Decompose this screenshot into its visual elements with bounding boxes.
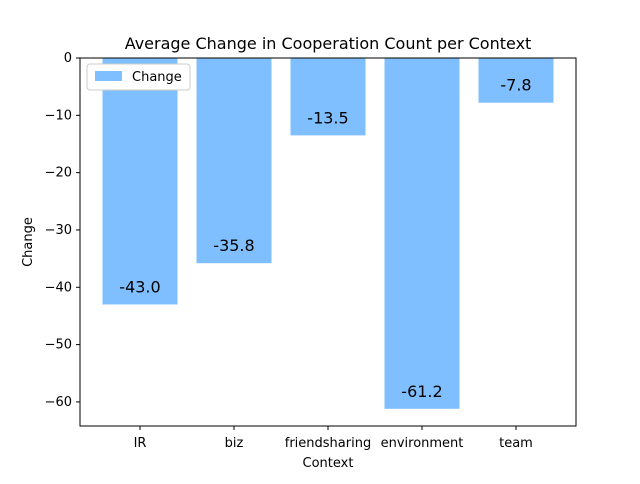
legend-label: Change xyxy=(132,70,182,85)
x-tick-label: environment xyxy=(381,436,464,451)
y-tick-label: −60 xyxy=(45,395,72,410)
bar xyxy=(196,58,272,264)
x-tick-label: team xyxy=(499,436,533,451)
y-axis-label: Change xyxy=(21,217,36,267)
bar xyxy=(102,58,178,305)
y-tick-label: −30 xyxy=(45,223,72,238)
y-tick-label: −50 xyxy=(45,338,72,353)
y-tick-label: −40 xyxy=(45,280,72,295)
legend: Change xyxy=(86,63,191,91)
data-label: -7.8 xyxy=(500,76,531,95)
plot-area: -43.0 -35.8 -13.5 -61.2 -7.8 0 −10 −20 −30 −40 −50… xyxy=(45,51,577,451)
x-tick-label: IR xyxy=(134,436,147,451)
y-tick-label: −20 xyxy=(45,166,72,181)
bar xyxy=(384,58,460,409)
legend-box xyxy=(86,63,191,91)
y-tick-label: 0 xyxy=(64,51,72,66)
y-tick-label: −10 xyxy=(45,108,72,123)
data-label: -13.5 xyxy=(307,108,348,127)
data-label: -61.2 xyxy=(401,382,442,401)
legend-swatch xyxy=(95,71,122,81)
bar xyxy=(478,58,554,103)
data-label: -43.0 xyxy=(119,277,160,296)
x-axis-label: Context xyxy=(303,456,354,471)
x-tick-label: friendsharing xyxy=(285,436,371,451)
x-tick-label: biz xyxy=(225,436,244,451)
data-label: -35.8 xyxy=(213,236,254,255)
chart-title: Average Change in Cooperation Count per … xyxy=(125,34,532,53)
bar xyxy=(290,58,366,136)
